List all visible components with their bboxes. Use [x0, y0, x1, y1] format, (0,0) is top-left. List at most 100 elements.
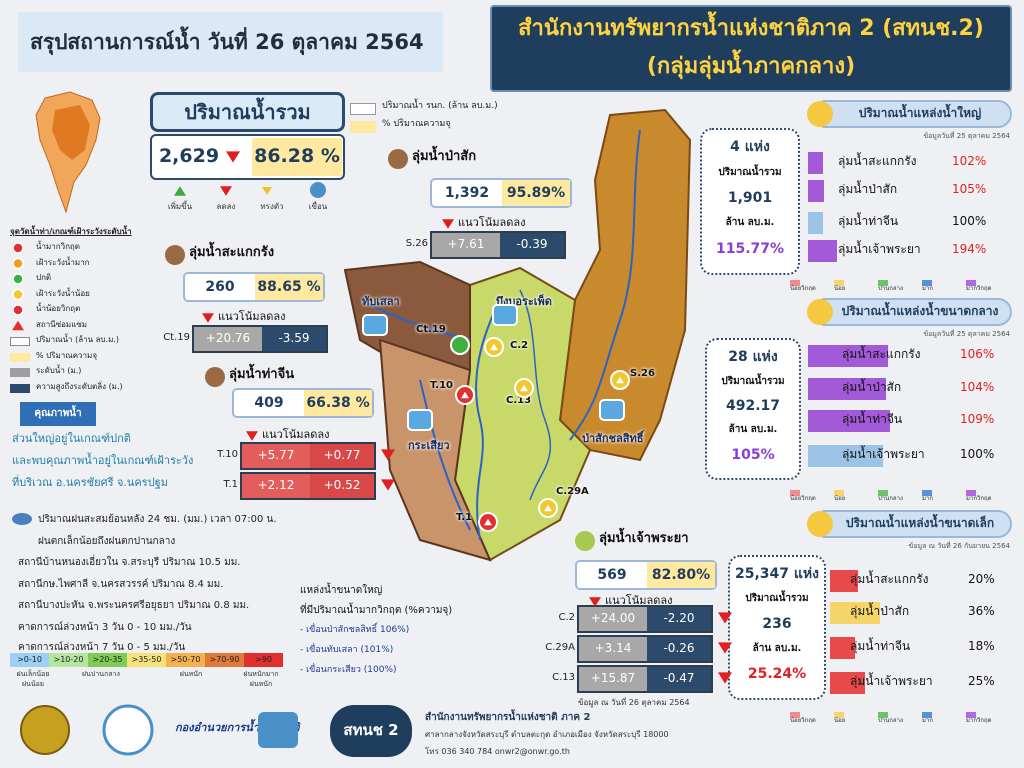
level-swatch — [834, 280, 844, 286]
panel-date: ข้อมูลวันที่ 25 ตุลาคม 2564 — [923, 132, 1010, 140]
trend-icon-label: ทรงตัว — [260, 202, 284, 211]
summary-total-label: ปริมาณน้ำรวม — [745, 593, 809, 605]
org-box — [490, 5, 1012, 92]
rain-scale-group: ฝนปานกลาง — [82, 670, 120, 678]
map-label: C.2 — [510, 340, 529, 351]
station-bank: -0.47 — [647, 667, 711, 691]
status-legend-item: ระดับน้ำ (ม.) — [36, 366, 82, 375]
station-level: +7.61 — [432, 233, 500, 257]
basin-note: ข้อมูล ณ วันที่ 26 ตุลาคม 2564 — [578, 698, 690, 707]
reservoir-bar — [830, 672, 865, 694]
map-label: S.26 — [630, 368, 655, 379]
basin-name: ลุ่มน้ำสะแกกรัง — [189, 245, 275, 260]
reservoir-name: ลุ่มน้ำท่าจีน — [850, 639, 911, 653]
reservoir-value: 100% — [960, 447, 995, 461]
basin-volume: 260 — [205, 278, 235, 295]
station-code: C.29A — [545, 642, 575, 653]
station-code: T.1 — [223, 479, 238, 490]
reservoir-bar — [808, 240, 838, 262]
basin-name: ลุ่มน้ำท่าจีน — [229, 367, 295, 382]
summary-box — [705, 338, 801, 480]
basin-percent: 82.80% — [647, 562, 715, 588]
basin-trend: แนวโน้มลดลง — [458, 216, 526, 229]
org-line2: (กลุ่มลุ่มน้ำภาคกลาง) — [646, 54, 856, 80]
summary-total-label: ปริมาณน้ำรวม — [721, 375, 785, 387]
reservoir-name: ลุ่มน้ำสะแกกรัง — [842, 347, 921, 361]
level-label: ปานกลาง — [878, 717, 903, 724]
level-label: น้อยวิกฤต — [790, 717, 816, 724]
summary-percent: 25.24% — [747, 665, 807, 682]
reservoir-value: 109% — [960, 412, 995, 426]
level-label: มากวิกฤต — [966, 717, 992, 724]
basin-volume: 409 — [254, 394, 284, 411]
basin-percent: 66.38 % — [304, 390, 372, 416]
rain-scale-cell: >35-50 — [127, 653, 166, 667]
river — [419, 379, 471, 531]
reservoir-name: ลุ่มน้ำป่าสัก — [842, 380, 902, 394]
reservoir-bar — [808, 445, 883, 467]
panel-title: ปริมาณน้ำแหล่งน้ำใหญ่ — [858, 106, 982, 121]
level-swatch — [834, 490, 844, 496]
footer-badge: สทนช 2 — [330, 705, 412, 757]
reservoir-value: 20% — [968, 572, 995, 586]
reservoir-bar — [808, 152, 824, 174]
summary-box — [728, 555, 826, 700]
summary-unit: ล้าน ลบ.ม. — [728, 424, 778, 436]
status-swatch — [10, 337, 30, 346]
critical-line: ที่มีปริมาณน้ำมากวิกฤต (%ความจุ) — [300, 605, 453, 616]
river — [519, 289, 552, 501]
summary-count: 28 แห่ง — [728, 348, 778, 365]
station-code: C.2 — [558, 612, 575, 623]
status-legend-title: จุดวัดน้ำท่า/เกณฑ์เฝ้าระวังระดับน้ำ — [10, 227, 132, 236]
region-highlight — [52, 105, 90, 160]
level-swatch — [966, 280, 976, 286]
rain-scale-group: ฝนหนักมาก — [243, 670, 279, 678]
status-swatch — [10, 352, 30, 362]
total-label: ปริมาณน้ำรวม — [150, 92, 345, 132]
summary-unit: ล้าน ลบ.ม. — [752, 643, 802, 655]
basin-name: ลุ่มน้ำเจ้าพระยา — [599, 531, 689, 546]
basin-trend: แนวโน้มลดลง — [218, 310, 286, 323]
panel-header — [820, 298, 1012, 326]
summary-total: 1,901 — [727, 189, 773, 206]
summary-total: 236 — [762, 615, 792, 632]
map-label: C.13 — [506, 395, 532, 406]
rain-line: คาดการณ์ล่วงหน้า 3 วัน 0 - 10 มม./วัน — [18, 622, 192, 633]
level-label: มากวิกฤต — [966, 495, 992, 502]
panel-date: ข้อมูลวันที่ 25 ตุลาคม 2564 — [923, 330, 1010, 338]
level-swatch — [790, 490, 800, 496]
level-label: น้อย — [834, 717, 846, 724]
summary-total: 492.17 — [725, 397, 781, 414]
rain-scale-cell: >0-10 — [10, 653, 49, 667]
rain-scale-group: ฝนน้อย — [22, 680, 44, 688]
level-label: มากวิกฤต — [966, 285, 992, 292]
water-quality-title: คุณภาพน้ำ — [20, 402, 96, 426]
rain-scale-cell: >70-90 — [205, 653, 244, 667]
legend-text: % ปริมาณความจุ — [382, 119, 451, 129]
station-level: +24.00 — [579, 607, 647, 631]
station-code: Ct.19 — [163, 332, 190, 343]
summary-box — [700, 128, 800, 275]
station-bank: -3.59 — [262, 327, 326, 351]
map-label: C.29A — [556, 486, 589, 497]
map-label: ทับเสลา — [362, 295, 400, 308]
reservoir-value: 102% — [952, 154, 987, 168]
station-bank: -0.26 — [647, 637, 711, 661]
summary-percent: 115.77% — [715, 240, 785, 257]
map-label: กระเสียว — [408, 439, 450, 452]
status-legend-item: % ปริมาณความจุ — [36, 350, 98, 360]
status-legend-item: ปกติ — [36, 273, 52, 282]
status-swatch — [10, 383, 30, 393]
level-label: มาก — [922, 495, 933, 502]
station-level: +2.12 — [242, 474, 310, 498]
station-level: +3.14 — [579, 637, 647, 661]
map-label: Ct.19 — [416, 324, 446, 335]
total-volume: 2,629 — [158, 145, 220, 168]
station-level: +20.76 — [194, 327, 262, 351]
basin-name: ลุ่มน้ำป่าสัก — [412, 149, 477, 164]
status-legend-item: น้ำน้อยวิกฤต — [36, 304, 81, 313]
reservoir-value: 105% — [952, 182, 987, 196]
footer-contact: โทร 036 340 784 onwr2@onwr.go.th — [425, 747, 570, 756]
rain-scale-group: ฝนหนัก — [249, 680, 273, 688]
water-quality-line: ส่วนใหญ่อยู่ในเกณฑ์ปกติ — [12, 432, 131, 445]
